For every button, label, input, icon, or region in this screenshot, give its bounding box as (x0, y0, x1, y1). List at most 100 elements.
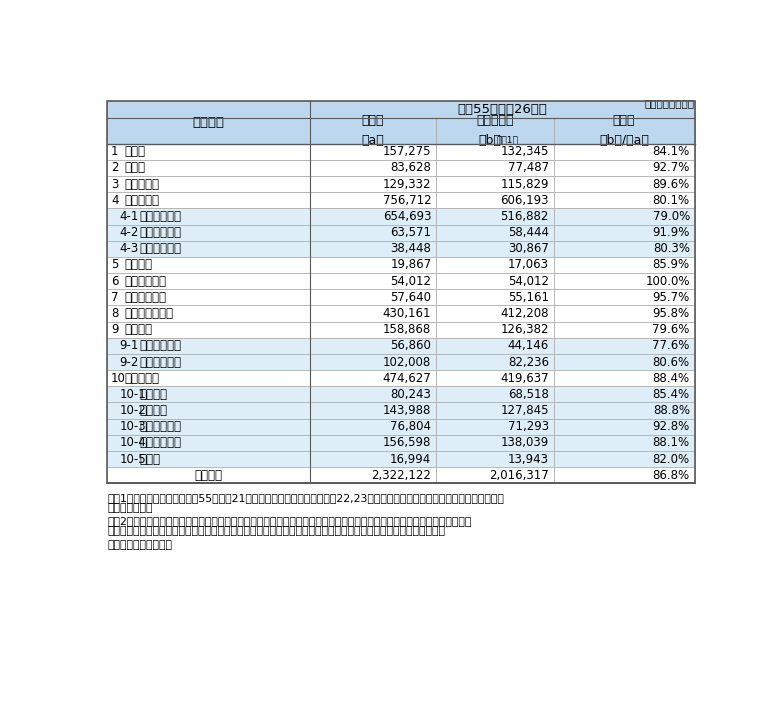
Bar (554, 403, 694, 419)
Text: 8: 8 (111, 307, 118, 320)
Text: （出典：内閣府資料）: （出典：内閣府資料） (107, 540, 172, 550)
Bar (107, 143, 310, 160)
Bar (310, 354, 436, 370)
Text: 計画額: 計画額 (361, 114, 384, 127)
Text: 71,293: 71,293 (508, 420, 549, 433)
Text: 緊急輸送漁港: 緊急輸送漁港 (140, 242, 181, 256)
Bar (310, 322, 436, 338)
Text: 急傾斜地施設: 急傾斜地施設 (140, 437, 181, 449)
Text: 9: 9 (111, 323, 118, 336)
Text: （a）: （a） (361, 134, 384, 147)
Text: 公立小・中学校: 公立小・中学校 (124, 307, 173, 320)
Bar (107, 467, 310, 484)
Bar (107, 338, 310, 354)
Text: 4-1: 4-1 (120, 210, 139, 223)
Text: 79.0%: 79.0% (653, 210, 690, 223)
Text: 92.8%: 92.8% (653, 420, 690, 433)
Text: 30,867: 30,867 (508, 242, 549, 256)
Bar (436, 289, 554, 305)
Bar (310, 273, 436, 289)
Text: 83,628: 83,628 (390, 161, 432, 175)
Text: ため池: ため池 (140, 452, 160, 466)
Bar (310, 241, 436, 257)
Bar (310, 386, 436, 403)
Bar (310, 176, 436, 192)
Bar (107, 192, 310, 209)
Bar (436, 257, 554, 273)
Bar (554, 192, 694, 209)
Text: 129,332: 129,332 (383, 178, 432, 191)
Bar (554, 354, 694, 370)
Bar (436, 143, 554, 160)
Text: 654,693: 654,693 (383, 210, 432, 223)
Bar (554, 322, 694, 338)
Bar (436, 305, 554, 322)
Text: 80.6%: 80.6% (653, 356, 690, 368)
Text: 進捗率: 進捗率 (613, 114, 635, 127)
Bar (107, 224, 310, 241)
Bar (554, 224, 694, 241)
Text: 63,571: 63,571 (390, 226, 432, 239)
Text: 合　　計: 合 計 (195, 469, 222, 481)
Text: 社会福祉施設: 社会福祉施設 (124, 291, 166, 304)
Text: 3: 3 (111, 178, 118, 191)
Bar (436, 118, 554, 143)
Bar (310, 160, 436, 176)
Bar (554, 160, 694, 176)
Bar (436, 354, 554, 370)
Bar (436, 338, 554, 354)
Bar (107, 435, 310, 451)
Text: 河川管理施設: 河川管理施設 (140, 339, 181, 352)
Text: な事業全体の事業費を計上しているものもあり，もっぱら防災対策のみの事業費を計上したものではない。: な事業全体の事業費を計上しているものもあり，もっぱら防災対策のみの事業費を計上し… (107, 525, 445, 535)
Text: 100.0%: 100.0% (645, 275, 690, 288)
Text: 10-2: 10-2 (120, 404, 146, 417)
Text: 88.8%: 88.8% (653, 404, 690, 417)
Bar (554, 209, 694, 224)
Bar (107, 101, 310, 143)
Text: 138,039: 138,039 (500, 437, 549, 449)
Text: 海岸保全施設: 海岸保全施設 (140, 356, 181, 368)
Bar (107, 451, 310, 467)
Bar (554, 118, 694, 143)
Text: 2: 2 (111, 161, 118, 175)
Bar (310, 370, 436, 386)
Bar (310, 467, 436, 484)
Text: 430,161: 430,161 (383, 307, 432, 320)
Text: 80.1%: 80.1% (653, 194, 690, 207)
Text: 9-1: 9-1 (120, 339, 139, 352)
Bar (107, 160, 310, 176)
Text: 10-4: 10-4 (120, 437, 146, 449)
Text: 102,008: 102,008 (383, 356, 432, 368)
Bar (554, 273, 694, 289)
Text: 80,243: 80,243 (390, 388, 432, 401)
Text: 82.0%: 82.0% (653, 452, 690, 466)
Bar (107, 241, 310, 257)
Text: 127,845: 127,845 (500, 404, 549, 417)
Text: 6: 6 (111, 275, 118, 288)
Bar (310, 338, 436, 354)
Text: 津波対策: 津波対策 (124, 323, 152, 336)
Text: 474,627: 474,627 (382, 372, 432, 385)
Text: （b）: （b） (479, 134, 501, 147)
Bar (310, 101, 694, 118)
Text: 95.8%: 95.8% (653, 307, 690, 320)
Text: 95.7%: 95.7% (653, 291, 690, 304)
Text: いる。: いる。 (107, 503, 152, 513)
Bar (436, 322, 554, 338)
Bar (554, 257, 694, 273)
Text: 砂防設備: 砂防設備 (140, 388, 167, 401)
Text: 公的医療機関: 公的医療機関 (124, 275, 166, 288)
Text: 55,161: 55,161 (508, 291, 549, 304)
Bar (436, 160, 554, 176)
Text: 92.7%: 92.7% (652, 161, 690, 175)
Text: 57,640: 57,640 (390, 291, 432, 304)
Bar (310, 451, 436, 467)
Text: （単位：百万円）: （単位：百万円） (644, 98, 694, 109)
Text: 44,146: 44,146 (508, 339, 549, 352)
Text: 10-3: 10-3 (120, 420, 146, 433)
Text: 緊急輸送道路: 緊急輸送道路 (140, 210, 181, 223)
Text: 保安施設: 保安施設 (140, 404, 167, 417)
Bar (107, 403, 310, 419)
Bar (107, 419, 310, 435)
Bar (554, 370, 694, 386)
